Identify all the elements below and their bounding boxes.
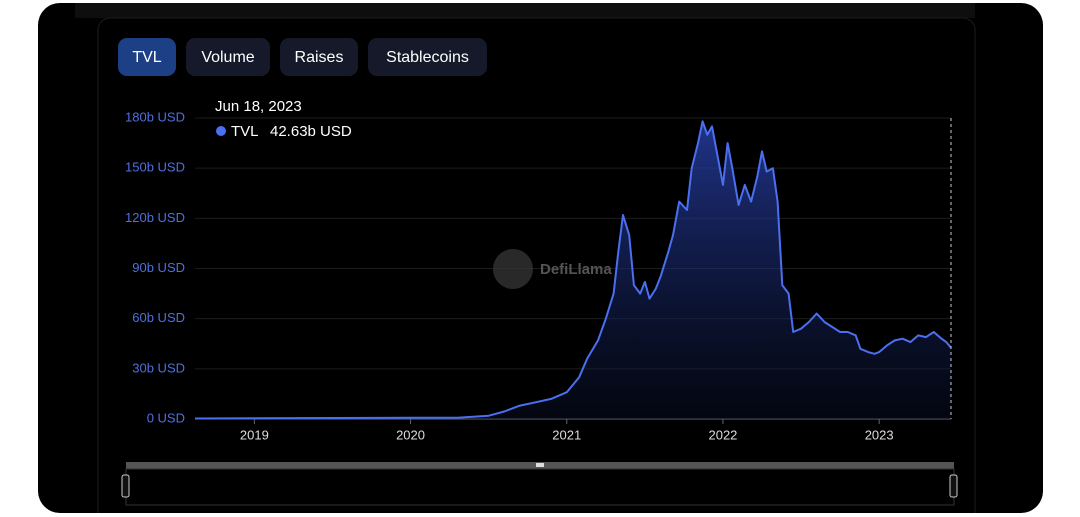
watermark: DefiLlama	[540, 261, 612, 278]
range-slider[interactable]	[121, 462, 958, 506]
y-tick-label: 150b USD	[125, 160, 185, 175]
tab-label[interactable]: Raises	[295, 49, 344, 66]
tooltip-value: 42.63b USD	[270, 123, 352, 140]
card	[97, 17, 976, 513]
x-tick-label: 2022	[708, 427, 737, 442]
chart: TVL Volume Raises Stablecoins 0 USD 30b USD 6…	[75, 3, 976, 513]
x-tick-label: 2021	[552, 427, 581, 442]
x-tick-label: 2023	[865, 427, 894, 442]
slider-grip[interactable]	[536, 463, 544, 467]
watermark-logo	[493, 249, 533, 289]
y-tick-label: 90b USD	[132, 260, 185, 275]
area	[195, 121, 951, 420]
tooltip-date: Jun 18, 2023	[215, 98, 302, 115]
panel: TVL Volume Raises Stablecoins 0 USD 30b USD 6…	[38, 3, 1043, 513]
slider-handle[interactable]	[121, 474, 130, 498]
slider-handle[interactable]	[949, 474, 958, 498]
tab-button[interactable]	[118, 38, 176, 76]
y-tick-label: 180b USD	[125, 109, 185, 124]
tab-label[interactable]: Volume	[201, 49, 254, 66]
tooltip-series: TVL	[231, 123, 259, 140]
y-tick-label: 120b USD	[125, 210, 185, 225]
top-strip	[75, 3, 975, 18]
y-tick-label: 0 USD	[147, 410, 185, 425]
tab-button[interactable]	[186, 38, 270, 76]
tooltip-marker	[216, 126, 226, 136]
tab-label[interactable]: TVL	[132, 49, 161, 66]
tab-button[interactable]	[368, 38, 487, 76]
tab-label[interactable]: Stablecoins	[386, 49, 469, 66]
y-tick-label: 30b USD	[132, 360, 185, 375]
y-tick-label: 60b USD	[132, 310, 185, 325]
line	[194, 120, 952, 420]
x-tick-label: 2020	[396, 427, 425, 442]
x-tick-label: 2019	[240, 427, 269, 442]
tab-button[interactable]	[280, 38, 358, 76]
